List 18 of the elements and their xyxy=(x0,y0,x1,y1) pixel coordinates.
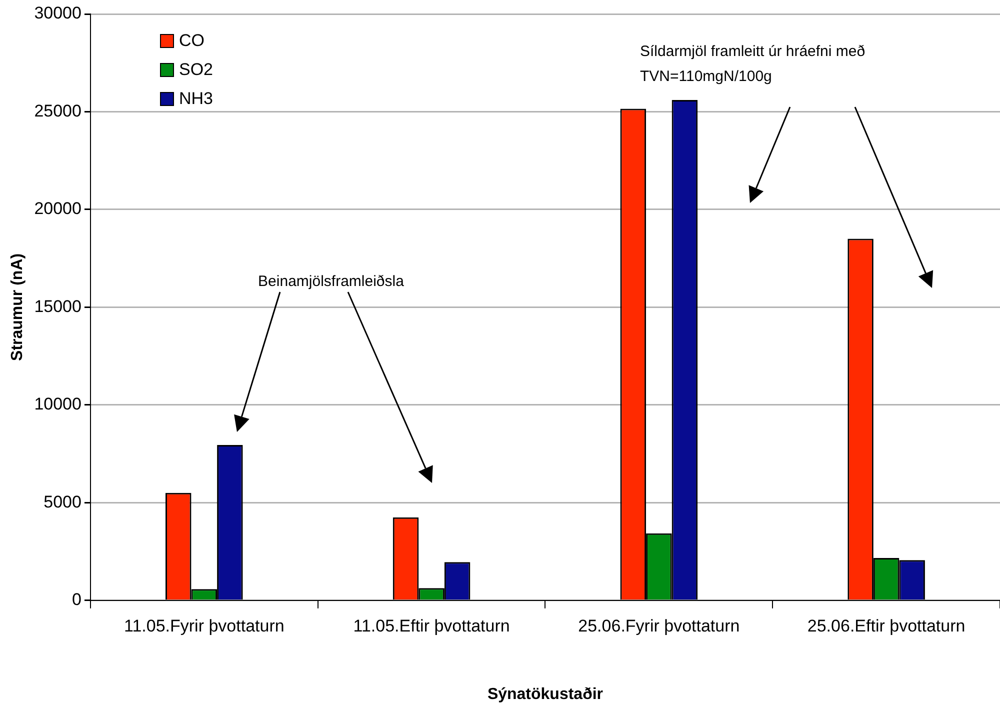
x-tick-label: 25.06.Eftir þvottaturn xyxy=(807,616,966,636)
x-tick-label: 11.05.Eftir þvottaturn xyxy=(353,616,510,636)
x-tick-label: 25.06.Fyrir þvottaturn xyxy=(578,616,740,636)
y-tick-label: 10000 xyxy=(34,394,82,414)
y-tick-label: 5000 xyxy=(44,492,82,512)
x-tick-label: 11.05.Fyrir þvottaturn xyxy=(124,616,284,636)
annotation: Beinamjölsframleiðsla xyxy=(257,272,405,292)
legend-label: SO2 xyxy=(179,59,214,81)
annotation: Síldarmjöl framleitt úr hráefni með TVN=110mgN/100g xyxy=(640,42,866,87)
y-tick-label: 30000 xyxy=(34,4,82,23)
legend-label: NH3 xyxy=(179,88,214,110)
y-tick-label: 0 xyxy=(72,590,82,610)
y-tick-label: 15000 xyxy=(34,296,82,316)
y-axis-title: Straumur (nA) xyxy=(9,253,26,361)
legend-label: CO xyxy=(179,30,204,52)
x-axis-title: Sýnatökustaðir xyxy=(487,686,604,703)
y-tick-label: 20000 xyxy=(34,199,82,218)
y-tick-label: 25000 xyxy=(34,101,82,120)
